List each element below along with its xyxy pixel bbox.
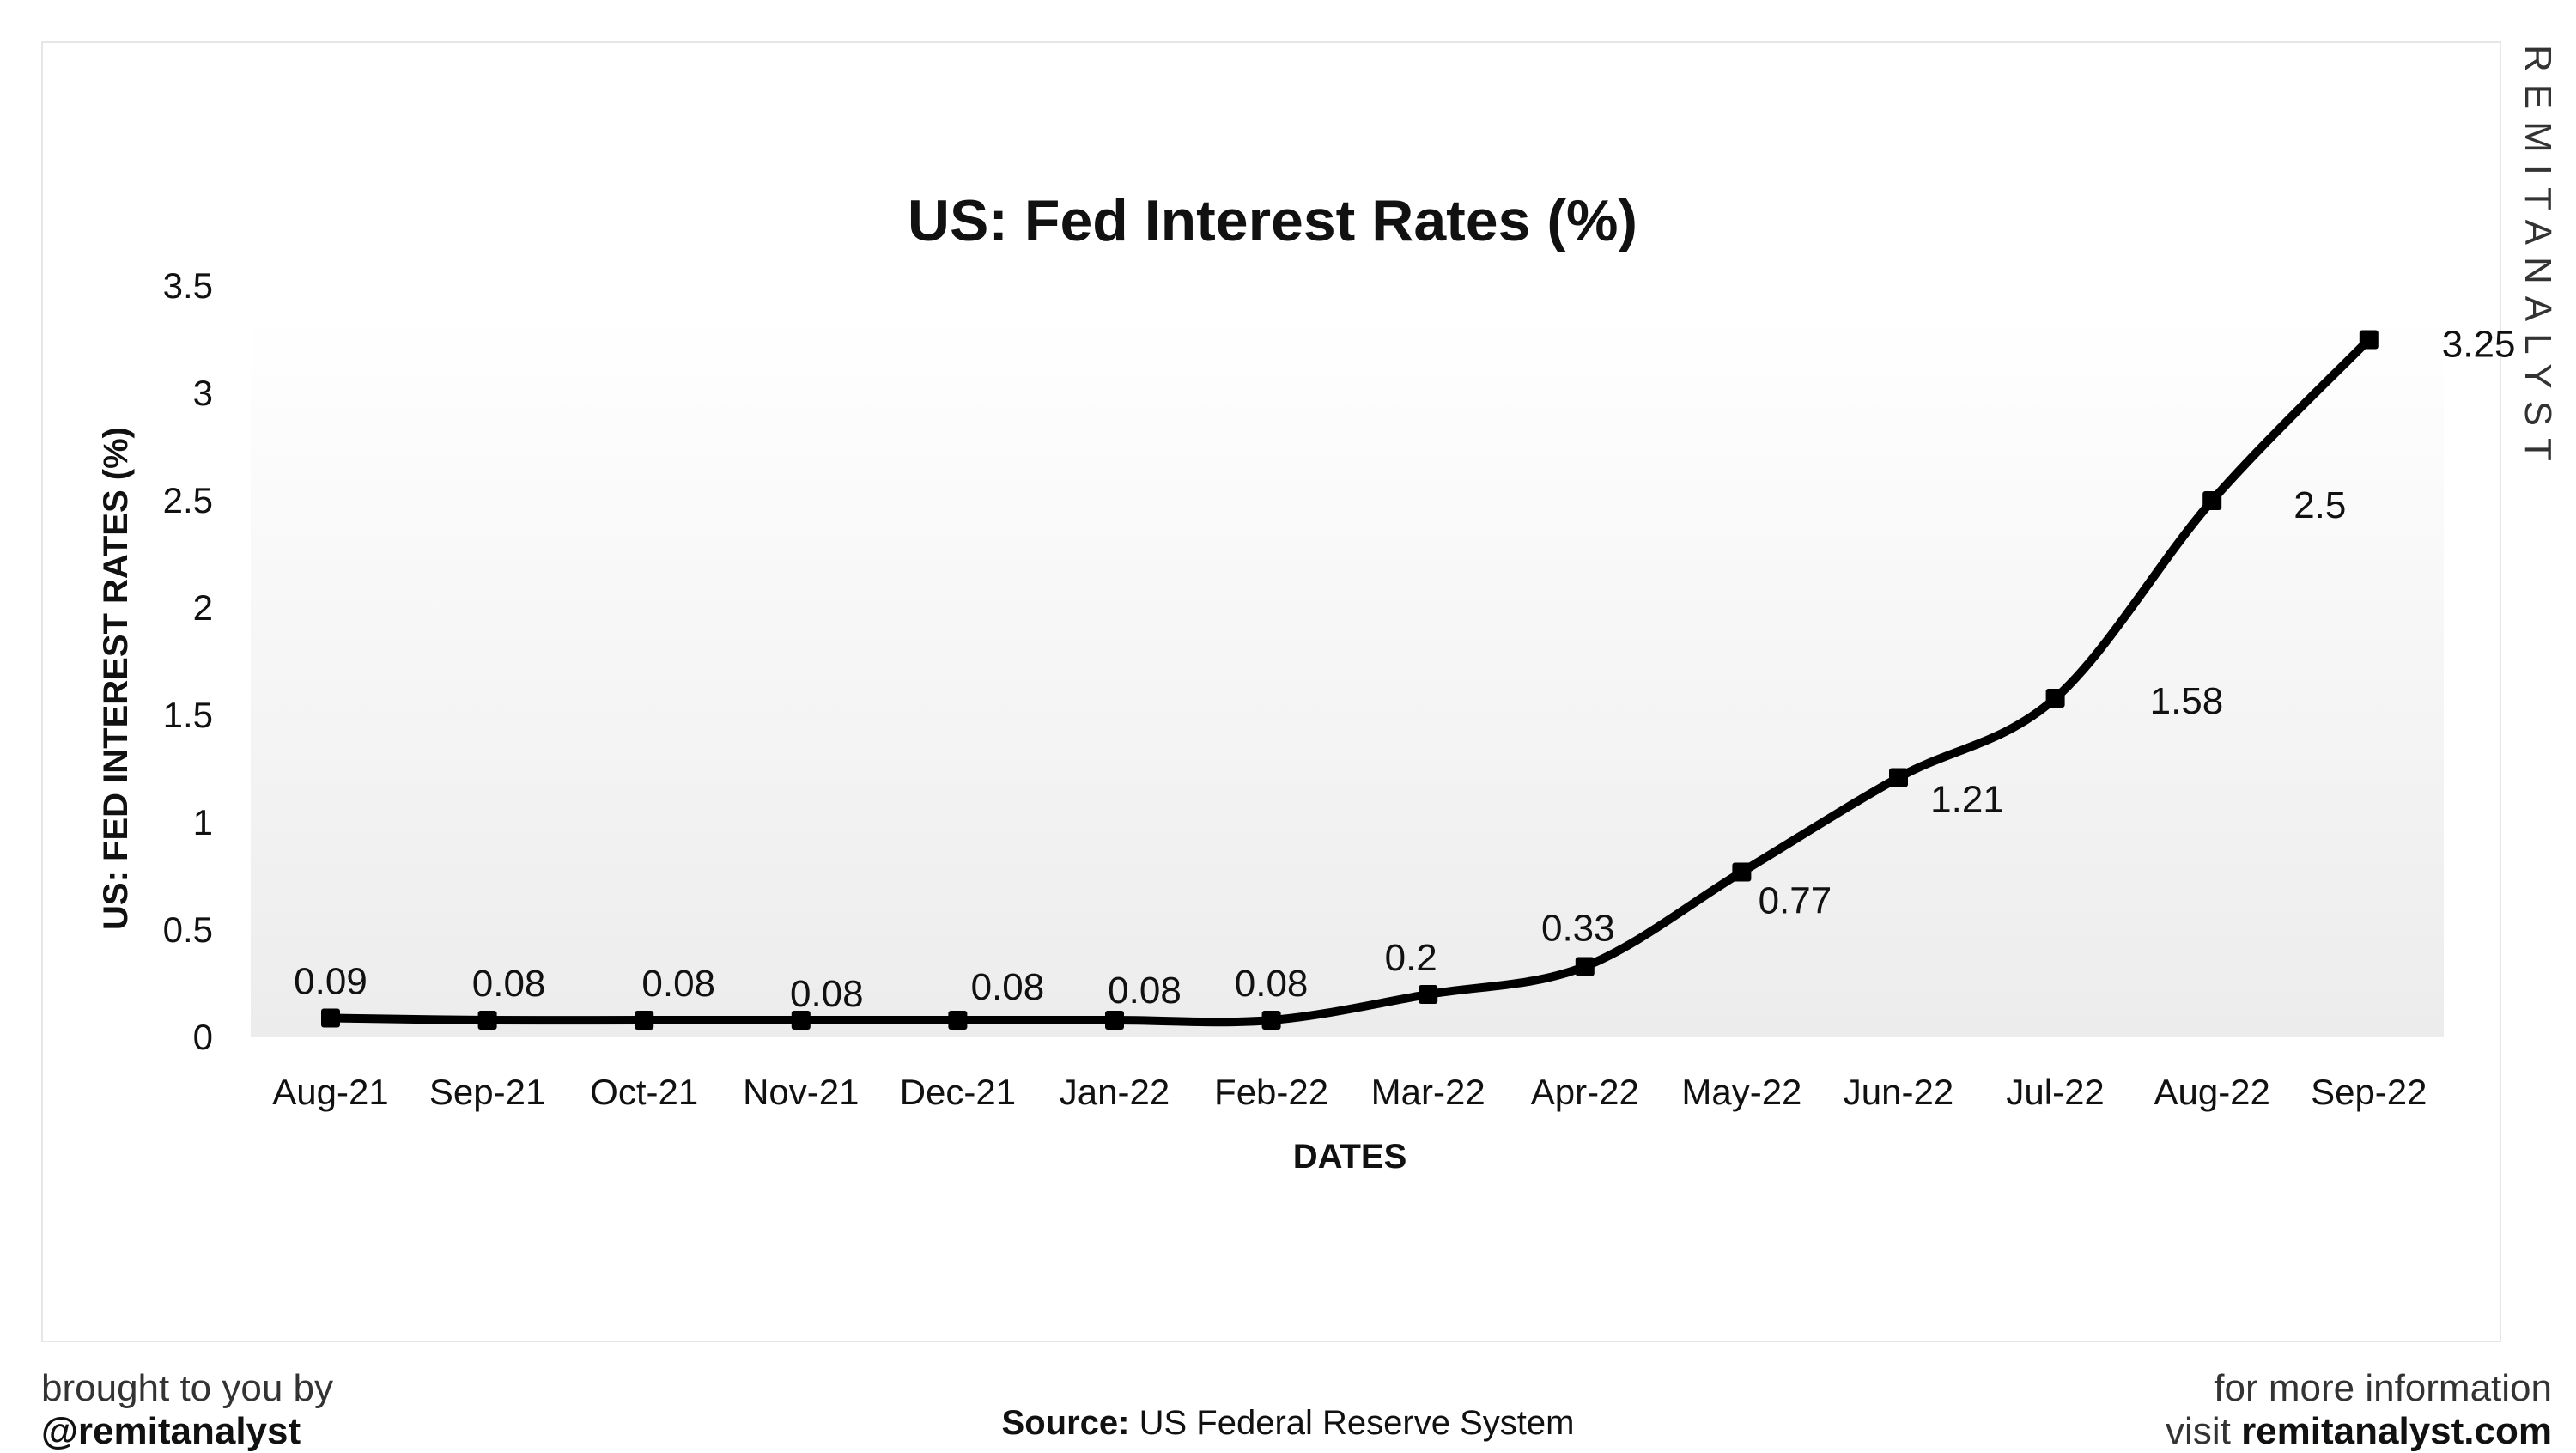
y-tick-label: 1.5 — [163, 695, 213, 735]
data-point — [1575, 957, 1595, 976]
y-axis-title: US: FED INTEREST RATES (%) — [97, 427, 135, 930]
y-tick-label: 2.5 — [163, 480, 213, 520]
source-line: Source: US Federal Reserve System — [0, 1404, 2576, 1443]
data-label: 0.09 — [294, 961, 368, 1003]
data-label: 0.33 — [1541, 908, 1615, 950]
plot-area — [251, 313, 2444, 1037]
data-label: 0.08 — [641, 963, 715, 1005]
chart-frame — [41, 41, 2501, 1342]
vertical-logo: REMITANALYST — [2517, 45, 2559, 473]
x-tick-label: Feb-22 — [1214, 1072, 1328, 1112]
data-label: 0.2 — [1385, 937, 1437, 979]
data-label: 2.5 — [2293, 484, 2346, 526]
x-axis-title: DATES — [1293, 1138, 1407, 1176]
data-point — [1419, 985, 1438, 1004]
data-point — [948, 1011, 968, 1030]
data-label: 1.21 — [1930, 779, 2004, 821]
data-point — [635, 1011, 654, 1030]
data-label: 0.08 — [1108, 970, 1182, 1012]
data-point — [791, 1011, 811, 1030]
x-tick-label: Aug-21 — [272, 1072, 388, 1112]
data-label: 0.08 — [971, 966, 1045, 1008]
data-label: 0.77 — [1759, 880, 1832, 922]
series-line — [326, 335, 2373, 1027]
data-label: 0.08 — [790, 973, 864, 1015]
more-info-text: for more information — [2214, 1367, 2552, 1409]
x-tick-label: Apr-22 — [1531, 1072, 1639, 1112]
data-point — [2359, 330, 2379, 350]
x-tick-label: May-22 — [1681, 1072, 1801, 1112]
x-tick-label: Jul-22 — [2006, 1072, 2104, 1112]
data-point — [321, 1008, 340, 1028]
y-tick-label: 3.5 — [163, 265, 213, 306]
chart-title: US: Fed Interest Rates (%) — [908, 188, 1637, 253]
y-tick-label: 2 — [193, 587, 213, 628]
data-point — [2045, 689, 2065, 708]
source-label: Source: — [1001, 1404, 1130, 1442]
data-label: 0.08 — [1235, 963, 1309, 1005]
x-tick-label: Jan-22 — [1060, 1072, 1170, 1112]
x-tick-label: Sep-22 — [2311, 1072, 2427, 1112]
footer-right: for more information visit remitanalyst.… — [2166, 1367, 2552, 1453]
data-point — [477, 1011, 497, 1030]
x-tick-label: Sep-21 — [429, 1072, 545, 1112]
y-tick-label: 3 — [193, 373, 213, 413]
data-label: 1.58 — [2150, 680, 2224, 722]
x-tick-label: Dec-21 — [900, 1072, 1016, 1112]
x-tick-label: Jun-22 — [1844, 1072, 1953, 1112]
x-tick-label: Mar-22 — [1371, 1072, 1485, 1112]
data-point — [2202, 491, 2222, 510]
data-label: 3.25 — [2442, 324, 2516, 366]
data-label: 0.08 — [472, 963, 546, 1005]
source-text: US Federal Reserve System — [1139, 1404, 1575, 1442]
footer-left: brought to you by @remitanalyst — [41, 1367, 333, 1453]
visit-text: visit — [2166, 1410, 2231, 1452]
handle-link[interactable]: @remitanalyst — [41, 1410, 301, 1452]
data-point — [1732, 862, 1752, 882]
x-tick-label: Oct-21 — [590, 1072, 698, 1112]
site-link[interactable]: remitanalyst.com — [2241, 1410, 2552, 1452]
y-tick-label: 0.5 — [163, 909, 213, 950]
data-point — [1105, 1011, 1124, 1030]
x-tick-label: Aug-22 — [2154, 1072, 2269, 1112]
x-tick-label: Nov-21 — [743, 1072, 859, 1112]
y-tick-label: 1 — [193, 802, 213, 842]
brought-by-text: brought to you by — [41, 1367, 334, 1409]
data-point — [1261, 1011, 1281, 1030]
y-tick-label: 0 — [193, 1017, 213, 1057]
data-point — [1889, 768, 1908, 787]
